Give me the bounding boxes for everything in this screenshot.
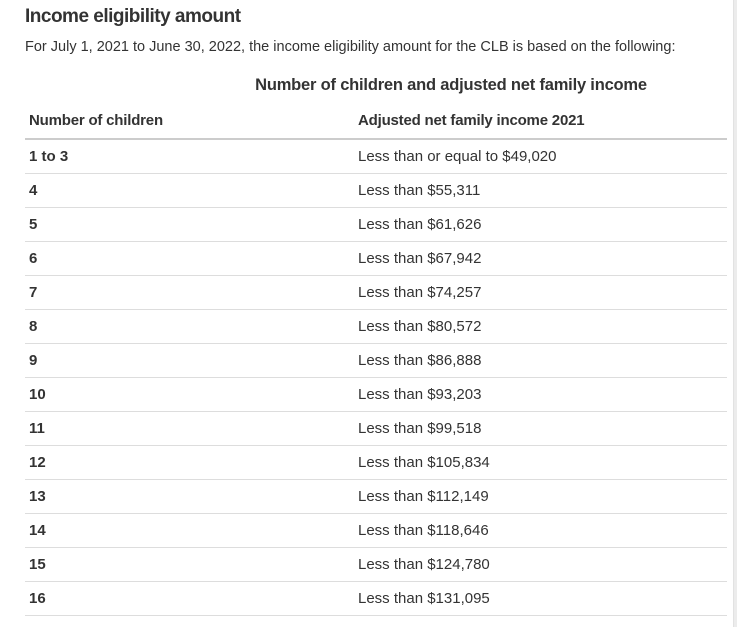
table-row: 16 Less than $131,095 [25, 581, 727, 616]
table-row: 15 Less than $124,780 [25, 547, 727, 582]
children-count-cell: 5 [25, 207, 354, 242]
income-threshold-cell: Less than $118,646 [354, 513, 727, 548]
table-row: 4 Less than $55,311 [25, 173, 727, 208]
scrollbar-track[interactable] [733, 0, 737, 627]
table-row: 1 to 3 Less than or equal to $49,020 [25, 138, 727, 174]
table-row: 12 Less than $105,834 [25, 445, 727, 480]
children-count-cell: 13 [25, 479, 354, 514]
children-count-cell: 7 [25, 275, 354, 310]
table-caption: Number of children and adjusted net fami… [255, 75, 647, 94]
table-row: 8 Less than $80,572 [25, 309, 727, 344]
table-header: Number of children Adjusted net family i… [25, 103, 727, 140]
intro-text: For July 1, 2021 to June 30, 2022, the i… [25, 38, 676, 55]
children-count-cell: 9 [25, 343, 354, 378]
table-row: 9 Less than $86,888 [25, 343, 727, 378]
income-threshold-cell: Less than $61,626 [354, 207, 727, 242]
income-threshold-cell: Less than $74,257 [354, 275, 727, 310]
header-row: Number of children Adjusted net family i… [25, 103, 727, 140]
income-threshold-cell: Less than $55,311 [354, 173, 727, 208]
children-count-cell: 8 [25, 309, 354, 344]
column-header-adjusted-net-family-income: Adjusted net family income 2021 [354, 103, 727, 140]
children-count-cell: 14 [25, 513, 354, 548]
children-count-cell: 10 [25, 377, 354, 412]
children-count-cell: 6 [25, 241, 354, 276]
table-row: 14 Less than $118,646 [25, 513, 727, 548]
children-count-cell: 4 [25, 173, 354, 208]
income-threshold-cell: Less than $105,834 [354, 445, 727, 480]
children-count-cell: 12 [25, 445, 354, 480]
income-threshold-cell: Less than $86,888 [354, 343, 727, 378]
income-threshold-cell: Less than $112,149 [354, 479, 727, 514]
table-row: 13 Less than $112,149 [25, 479, 727, 514]
children-count-cell: 1 to 3 [25, 138, 354, 174]
children-count-cell: 15 [25, 547, 354, 582]
children-count-cell: 16 [25, 581, 354, 616]
table-row: 11 Less than $99,518 [25, 411, 727, 446]
table-body: 1 to 3 Less than or equal to $49,020 4 L… [25, 138, 727, 616]
table-row: 5 Less than $61,626 [25, 207, 727, 242]
page-title: Income eligibility amount [25, 6, 241, 27]
income-threshold-cell: Less than $99,518 [354, 411, 727, 446]
income-eligibility-table: Number of children and adjusted net fami… [25, 66, 727, 616]
table-row: 10 Less than $93,203 [25, 377, 727, 412]
income-threshold-cell: Less than $80,572 [354, 309, 727, 344]
income-threshold-cell: Less than or equal to $49,020 [354, 138, 727, 174]
income-threshold-cell: Less than $67,942 [354, 241, 727, 276]
income-threshold-cell: Less than $124,780 [354, 547, 727, 582]
income-threshold-cell: Less than $131,095 [354, 581, 727, 616]
table-row: 6 Less than $67,942 [25, 241, 727, 276]
income-threshold-cell: Less than $93,203 [354, 377, 727, 412]
children-count-cell: 11 [25, 411, 354, 446]
table-row: 7 Less than $74,257 [25, 275, 727, 310]
column-header-number-of-children: Number of children [25, 103, 354, 140]
